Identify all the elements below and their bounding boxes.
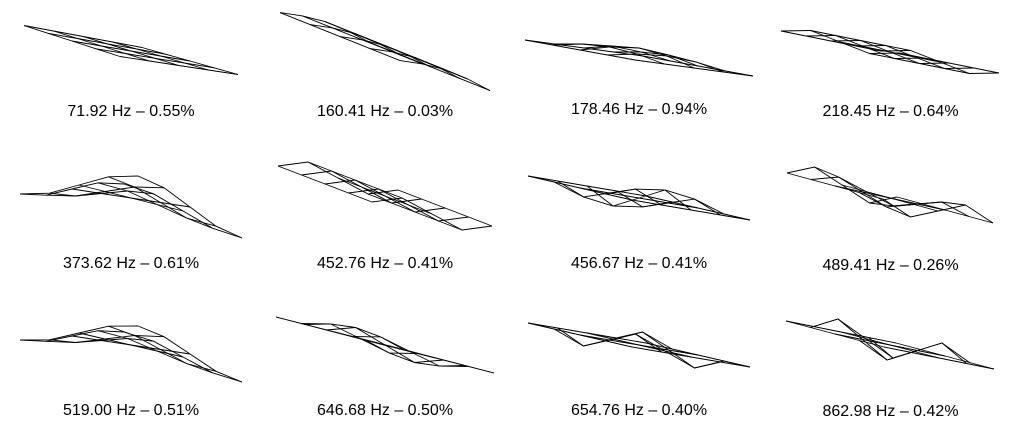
mode-shapes-grid: 71.92 Hz – 0.55% 160.41 Hz – 0.03% 178.4… bbox=[4, 0, 1015, 420]
mesh-line-v bbox=[579, 187, 699, 209]
mesh-line-v bbox=[347, 30, 468, 80]
mode-caption-1: 71.92 Hz – 0.55% bbox=[67, 103, 195, 120]
mode-panel-5: 373.62 Hz – 0.61% bbox=[4, 148, 258, 288]
mode-panel-12: 862.98 Hz – 0.42% bbox=[766, 295, 1015, 435]
mode-caption-12: 862.98 Hz – 0.42% bbox=[822, 403, 959, 420]
mesh-line-v bbox=[19, 325, 139, 341]
mode-caption-7: 456.67 Hz – 0.41% bbox=[570, 255, 708, 272]
mesh-line-v bbox=[607, 53, 726, 72]
mesh-line-v bbox=[119, 56, 239, 75]
mode-panel-4: 218.45 Hz – 0.64% bbox=[766, 0, 1015, 140]
mesh-line-v bbox=[324, 179, 446, 213]
mesh-line-v bbox=[371, 197, 493, 231]
mesh-line-v bbox=[45, 335, 165, 343]
mesh-line-v bbox=[123, 183, 243, 239]
mesh-line-v bbox=[605, 333, 725, 369]
mode-shape-plot-1 bbox=[23, 25, 239, 75]
mesh-line-v bbox=[527, 175, 647, 197]
mesh-line-v bbox=[634, 59, 754, 77]
mesh-line-v bbox=[19, 175, 139, 195]
mode-shape-plot-11 bbox=[527, 322, 751, 369]
mode-panel-9: 519.00 Hz – 0.51% bbox=[4, 295, 258, 435]
mode-caption-11: 654.76 Hz – 0.40% bbox=[570, 402, 708, 419]
mesh-line-v bbox=[882, 198, 994, 224]
mode-panel-10: 646.68 Hz – 0.50% bbox=[258, 295, 512, 435]
mesh-line-v bbox=[95, 48, 215, 69]
mesh-line-v bbox=[834, 333, 946, 357]
mode-caption-6: 452.76 Hz – 0.41% bbox=[316, 255, 454, 272]
mode-panel-11: 654.76 Hz – 0.40% bbox=[512, 295, 766, 435]
mesh-line-v bbox=[605, 188, 725, 215]
mode-caption-2: 160.41 Hz – 0.03% bbox=[316, 103, 454, 120]
mesh-line-v bbox=[527, 322, 647, 344]
mesh-line-v bbox=[631, 199, 751, 221]
mode-panel-3: 178.46 Hz – 0.94% bbox=[512, 0, 766, 140]
mesh-line-v bbox=[579, 334, 699, 356]
mode-shape-plot-3 bbox=[524, 39, 754, 77]
mesh-line-v bbox=[780, 30, 900, 54]
mesh-line-v bbox=[810, 318, 921, 359]
mesh-line-v bbox=[45, 186, 165, 197]
mesh-line-v bbox=[859, 340, 970, 363]
mode-shape-plot-9 bbox=[19, 325, 243, 383]
mesh-line-u bbox=[369, 48, 461, 79]
mode-caption-4: 218.45 Hz – 0.64% bbox=[822, 103, 959, 120]
mesh-line-v bbox=[97, 330, 217, 372]
mesh-line-v bbox=[631, 346, 751, 368]
mesh-line-v bbox=[123, 331, 243, 383]
mesh-line-v bbox=[369, 42, 491, 92]
mesh-line-v bbox=[71, 335, 191, 355]
mode-shape-plot-5 bbox=[19, 175, 243, 239]
mesh-line-v bbox=[553, 181, 673, 208]
mesh-line-v bbox=[880, 50, 1000, 74]
mesh-line-u bbox=[339, 36, 431, 67]
mode-caption-10: 646.68 Hz – 0.50% bbox=[316, 402, 454, 419]
mesh-line-v bbox=[279, 12, 401, 62]
mode-caption-9: 519.00 Hz – 0.51% bbox=[62, 402, 200, 419]
mesh-line-v bbox=[524, 39, 644, 57]
mesh-line-v bbox=[830, 40, 950, 64]
mode-panel-1: 71.92 Hz – 0.55% bbox=[4, 0, 258, 140]
mesh-line-v bbox=[786, 166, 898, 204]
mesh-line-v bbox=[805, 35, 925, 59]
mesh-line-v bbox=[834, 185, 946, 211]
mesh-line-v bbox=[348, 188, 469, 222]
mesh-line-v bbox=[47, 32, 167, 55]
mode-panel-8: 489.41 Hz – 0.26% bbox=[766, 148, 1015, 288]
mesh-line-v bbox=[785, 320, 897, 344]
mode-shape-plot-6 bbox=[277, 161, 493, 231]
mode-shape-plot-8 bbox=[786, 166, 994, 224]
mode-panel-2: 160.41 Hz – 0.03% bbox=[258, 0, 512, 140]
mesh-line-v bbox=[23, 25, 143, 48]
mode-caption-3: 178.46 Hz – 0.94% bbox=[570, 101, 708, 118]
mesh-line-v bbox=[275, 316, 395, 348]
mesh-line-u bbox=[309, 24, 401, 55]
mesh-line-v bbox=[855, 45, 975, 69]
mode-shape-plot-10 bbox=[275, 316, 495, 374]
mesh-line-u bbox=[399, 60, 491, 91]
mode-panel-6: 452.76 Hz – 0.41% bbox=[258, 148, 512, 288]
mode-shape-plot-12 bbox=[785, 318, 995, 370]
mesh-line-v bbox=[375, 342, 495, 374]
mesh-line-u bbox=[279, 12, 371, 43]
mesh-line-v bbox=[858, 192, 970, 217]
mode-shape-plot-2 bbox=[279, 12, 491, 92]
mode-panel-7: 456.67 Hz – 0.41% bbox=[512, 148, 766, 288]
mesh-line-v bbox=[883, 346, 995, 370]
mesh-line-v bbox=[97, 182, 217, 227]
mode-caption-5: 373.62 Hz – 0.61% bbox=[62, 255, 200, 272]
mode-shape-plot-7 bbox=[527, 175, 751, 221]
mesh-line-v bbox=[71, 40, 191, 62]
mode-shape-plot-4 bbox=[780, 30, 1000, 74]
mode-caption-8: 489.41 Hz – 0.26% bbox=[822, 257, 959, 274]
